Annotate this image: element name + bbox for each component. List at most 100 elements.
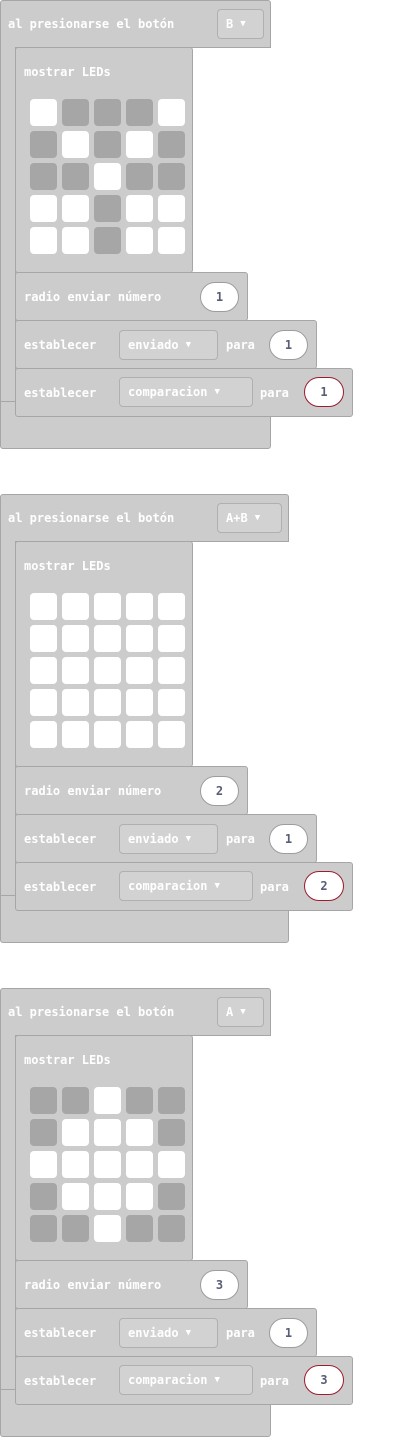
button-dropdown[interactable]: A+B ▼ [217,503,282,533]
led-cell[interactable] [158,227,185,254]
value-input-selected[interactable]: 3 [304,1365,344,1395]
led-cell[interactable] [62,625,89,652]
led-cell[interactable] [94,163,121,190]
button-dropdown[interactable]: B ▼ [217,9,264,39]
led-cell[interactable] [30,131,57,158]
variable-dropdown[interactable]: enviado ▼ [119,824,218,854]
led-cell[interactable] [30,721,57,748]
led-cell[interactable] [62,131,89,158]
led-cell[interactable] [94,657,121,684]
led-cell[interactable] [94,195,121,222]
led-cell[interactable] [158,625,185,652]
led-cell[interactable] [126,195,153,222]
led-cell[interactable] [94,689,121,716]
led-cell[interactable] [94,1183,121,1210]
led-cell[interactable] [126,721,153,748]
led-cell[interactable] [126,593,153,620]
dropdown-caret-icon: ▼ [214,881,220,891]
led-cell[interactable] [126,1183,153,1210]
radio-number-input[interactable]: 3 [200,1270,239,1300]
led-cell[interactable] [30,593,57,620]
led-cell[interactable] [62,721,89,748]
variable-dropdown[interactable]: enviado ▼ [119,330,218,360]
value-input[interactable]: 1 [269,824,308,854]
radio-number-input[interactable]: 2 [200,776,239,806]
led-cell[interactable] [62,689,89,716]
value-input-selected[interactable]: 1 [304,377,344,407]
led-cell[interactable] [30,1119,57,1146]
led-cell[interactable] [94,131,121,158]
led-cell[interactable] [158,593,185,620]
led-cell[interactable] [94,593,121,620]
variable-dropdown[interactable]: comparacion ▼ [119,871,253,901]
led-cell[interactable] [30,657,57,684]
led-cell[interactable] [158,1151,185,1178]
led-cell[interactable] [30,1215,57,1242]
led-cell[interactable] [158,163,185,190]
led-cell[interactable] [126,131,153,158]
led-cell[interactable] [62,657,89,684]
led-cell[interactable] [158,1215,185,1242]
led-cell[interactable] [126,1151,153,1178]
led-cell[interactable] [94,625,121,652]
led-cell[interactable] [126,657,153,684]
led-cell[interactable] [30,1087,57,1114]
led-cell[interactable] [62,593,89,620]
led-cell[interactable] [158,195,185,222]
led-cell[interactable] [30,163,57,190]
led-cell[interactable] [94,1087,121,1114]
led-cell[interactable] [126,1119,153,1146]
led-cell[interactable] [30,99,57,126]
led-cell[interactable] [62,195,89,222]
led-cell[interactable] [30,1151,57,1178]
led-cell[interactable] [62,1119,89,1146]
value-input[interactable]: 1 [269,1318,308,1348]
led-cell[interactable] [94,1215,121,1242]
led-cell[interactable] [94,99,121,126]
led-cell[interactable] [158,657,185,684]
led-cell[interactable] [126,99,153,126]
led-cell[interactable] [126,163,153,190]
led-cell[interactable] [158,1087,185,1114]
led-cell[interactable] [62,1183,89,1210]
led-cell[interactable] [158,721,185,748]
led-cell[interactable] [62,1151,89,1178]
led-cell[interactable] [158,99,185,126]
led-cell[interactable] [126,1215,153,1242]
radio-number-input[interactable]: 1 [200,282,239,312]
led-grid[interactable] [30,593,185,748]
variable-dropdown[interactable]: comparacion ▼ [119,377,253,407]
led-cell[interactable] [158,689,185,716]
led-cell[interactable] [30,1183,57,1210]
led-cell[interactable] [94,1119,121,1146]
led-grid[interactable] [30,1087,185,1242]
button-dropdown[interactable]: A ▼ [217,997,264,1027]
variable-dropdown[interactable]: enviado ▼ [119,1318,218,1348]
dropdown-caret-icon: ▼ [185,834,191,844]
value-input-selected[interactable]: 2 [304,871,344,901]
led-cell[interactable] [94,721,121,748]
led-cell[interactable] [158,1119,185,1146]
led-cell[interactable] [126,625,153,652]
led-cell[interactable] [62,163,89,190]
variable-dropdown-value: enviado [128,338,179,352]
led-cell[interactable] [30,625,57,652]
led-cell[interactable] [158,1183,185,1210]
led-cell[interactable] [94,227,121,254]
led-cell[interactable] [62,227,89,254]
led-cell[interactable] [126,1087,153,1114]
value-input[interactable]: 1 [269,330,308,360]
led-cell[interactable] [94,1151,121,1178]
led-cell[interactable] [62,99,89,126]
led-cell[interactable] [30,227,57,254]
led-cell[interactable] [62,1215,89,1242]
led-grid[interactable] [30,99,185,254]
variable-dropdown[interactable]: comparacion ▼ [119,1365,253,1395]
led-cell[interactable] [126,689,153,716]
radio-send-number-block[interactable] [15,1260,248,1309]
led-cell[interactable] [30,195,57,222]
led-cell[interactable] [62,1087,89,1114]
led-cell[interactable] [30,689,57,716]
led-cell[interactable] [158,131,185,158]
led-cell[interactable] [126,227,153,254]
